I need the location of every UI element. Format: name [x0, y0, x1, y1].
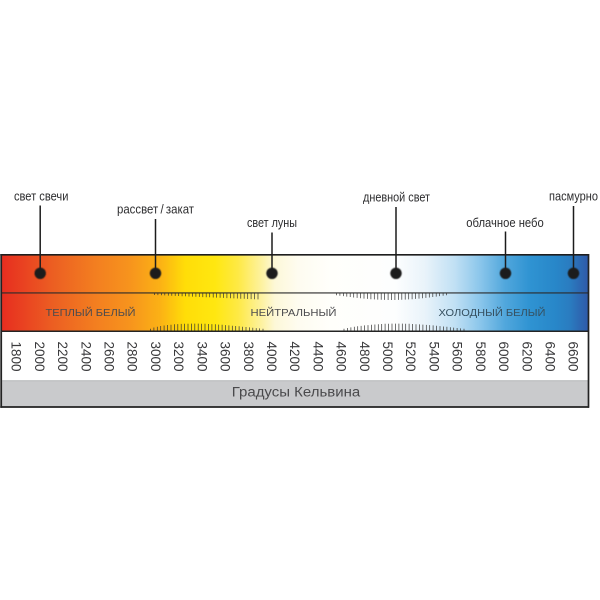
svg-text:2800: 2800 [125, 342, 140, 372]
svg-text:1800: 1800 [9, 342, 24, 372]
svg-text:5600: 5600 [450, 342, 465, 372]
svg-text:4800: 4800 [357, 342, 372, 372]
svg-text:3000: 3000 [148, 342, 163, 372]
svg-text:НЕЙТРАЛЬНЫЙ: НЕЙТРАЛЬНЫЙ [251, 306, 337, 319]
svg-text:рассвет / закат: рассвет / закат [117, 202, 194, 217]
svg-text:2400: 2400 [78, 342, 93, 372]
svg-text:4200: 4200 [287, 342, 302, 372]
svg-text:2600: 2600 [102, 342, 117, 372]
svg-text:6200: 6200 [519, 342, 534, 372]
svg-text:4600: 4600 [334, 342, 349, 372]
svg-text:6400: 6400 [542, 342, 557, 372]
svg-text:5200: 5200 [403, 342, 418, 372]
svg-text:3200: 3200 [171, 342, 186, 372]
svg-text:облачное небо: облачное небо [466, 215, 544, 230]
svg-text:ТЕПЛЫЙ БЕЛЫЙ: ТЕПЛЫЙ БЕЛЫЙ [46, 306, 136, 319]
svg-text:ХОЛОДНЫЙ БЕЛЫЙ: ХОЛОДНЫЙ БЕЛЫЙ [439, 306, 546, 319]
svg-text:6000: 6000 [496, 342, 511, 372]
svg-text:дневной свет: дневной свет [363, 190, 430, 205]
svg-text:2000: 2000 [32, 342, 47, 372]
svg-text:4400: 4400 [310, 342, 325, 372]
svg-text:6600: 6600 [566, 342, 581, 372]
svg-text:5400: 5400 [426, 342, 441, 372]
svg-text:свет свечи: свет свечи [14, 189, 69, 204]
svg-text:5800: 5800 [473, 342, 488, 372]
svg-text:3800: 3800 [241, 342, 256, 372]
svg-text:3600: 3600 [218, 342, 233, 372]
svg-text:5000: 5000 [380, 342, 395, 372]
svg-text:4000: 4000 [264, 342, 279, 372]
svg-text:пасмурно: пасмурно [549, 189, 598, 204]
svg-text:3400: 3400 [194, 342, 209, 372]
svg-text:2200: 2200 [55, 342, 70, 372]
svg-text:Градусы Кельвина: Градусы Кельвина [232, 385, 361, 400]
svg-text:свет луны: свет луны [247, 215, 297, 230]
